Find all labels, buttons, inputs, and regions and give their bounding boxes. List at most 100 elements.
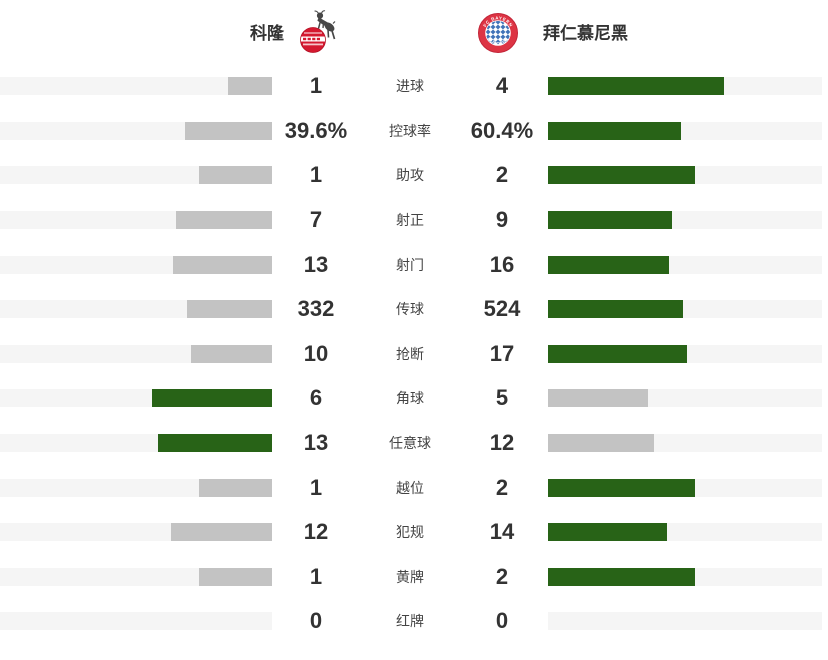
away-stat-value: 9	[495, 206, 509, 232]
away-bar-track	[548, 523, 822, 542]
away-stat-value: 14	[489, 519, 515, 545]
stat-label: 任意球	[389, 435, 431, 451]
away-stat-value: 0	[495, 608, 509, 634]
stat-row: 1 助攻 2	[0, 162, 828, 187]
away-stat-value: 60.4%	[470, 117, 534, 143]
home-team-name: 科隆	[250, 24, 284, 43]
stat-label: 角球	[396, 390, 424, 407]
away-bar-track	[548, 210, 822, 229]
stat-row: 0 红牌 0	[0, 608, 828, 633]
home-bar-track	[0, 434, 272, 452]
away-bar-track	[548, 77, 822, 95]
home-bar-track	[0, 344, 272, 363]
away-stat-value: 5	[495, 385, 509, 411]
home-bar-track	[0, 612, 272, 631]
home-stat-value: 7	[309, 206, 323, 232]
home-bar	[173, 255, 272, 274]
home-bar-track	[0, 300, 272, 319]
stat-label: 黄牌	[396, 568, 424, 585]
bayern-crest-icon: FC BAYERN MÜNCHEN	[478, 13, 518, 53]
stat-label: 抢断	[396, 345, 424, 362]
stat-row: 332 传球 524	[0, 296, 828, 321]
stat-label: 助攻	[396, 167, 424, 184]
stat-row: 13 任意球 12	[0, 430, 828, 455]
stat-row: 10 抢断 17	[0, 341, 828, 366]
stat-row: 7 射正 9	[0, 207, 828, 232]
away-bar	[548, 121, 681, 140]
away-bar-track	[548, 300, 822, 319]
home-bar	[184, 121, 272, 140]
stat-row: 39.6% 控球率 60.4%	[0, 118, 828, 143]
home-stat-value: 1	[309, 474, 323, 500]
home-bar	[198, 567, 272, 586]
away-bar	[548, 166, 695, 185]
stat-label: 进球	[396, 78, 424, 94]
stat-row: 1 越位 2	[0, 475, 828, 500]
koeln-crest-icon	[299, 10, 341, 56]
home-bar-track	[0, 166, 272, 185]
home-bar	[198, 166, 272, 185]
away-bar	[548, 255, 670, 274]
away-bar-track	[548, 255, 822, 274]
home-bar	[175, 210, 272, 229]
away-stat-value: 2	[495, 474, 509, 500]
away-team-name: 拜仁慕尼黑	[543, 24, 628, 43]
home-bar-track	[0, 478, 272, 497]
away-bar	[548, 523, 667, 542]
away-bar	[548, 478, 695, 497]
home-bar	[190, 344, 272, 363]
away-bar-track	[548, 166, 822, 185]
away-stat-value: 17	[489, 340, 515, 366]
stat-row: 12 犯规 14	[0, 519, 828, 544]
away-stat-value: 2	[495, 162, 509, 188]
home-bar	[157, 434, 272, 452]
home-stat-value: 1	[309, 563, 323, 589]
stat-label: 传球	[396, 301, 424, 318]
stat-row: 13 射门 16	[0, 252, 828, 277]
away-bar-track	[548, 344, 822, 363]
home-stat-value: 39.6%	[284, 117, 348, 143]
home-bar	[152, 389, 272, 408]
away-bar-track	[548, 434, 822, 452]
away-bar	[548, 344, 687, 363]
away-stat-value: 16	[489, 251, 515, 277]
stat-label: 红牌	[396, 613, 424, 630]
home-stat-value: 10	[303, 340, 329, 366]
home-stat-value: 13	[303, 430, 329, 455]
away-bar-track	[548, 389, 822, 408]
home-bar	[170, 523, 272, 542]
home-bar	[228, 77, 272, 95]
home-bar-track	[0, 567, 272, 586]
home-bar	[186, 300, 272, 319]
away-bar	[548, 389, 648, 408]
home-bar-track	[0, 210, 272, 229]
away-bar-track	[548, 567, 822, 586]
home-stat-value: 1	[309, 162, 323, 188]
away-stat-value: 524	[483, 296, 521, 322]
home-bar-track	[0, 389, 272, 408]
away-bar	[548, 77, 724, 95]
home-bar-track	[0, 77, 272, 95]
stat-label: 射门	[396, 256, 424, 273]
stat-label: 越位	[396, 479, 424, 496]
away-bar	[548, 434, 654, 452]
away-bar	[548, 300, 683, 319]
home-stat-value: 6	[309, 385, 323, 411]
home-bar	[198, 478, 272, 497]
home-stat-value: 12	[303, 519, 329, 545]
home-stat-value: 13	[303, 251, 329, 277]
away-stat-value: 2	[495, 563, 509, 589]
away-stat-value: 4	[495, 73, 509, 98]
away-bar-track	[548, 612, 822, 631]
away-bar	[548, 210, 672, 229]
stat-row: 1 黄牌 2	[0, 564, 828, 589]
stat-row: 1 进球 4	[0, 73, 828, 98]
home-stat-value: 332	[297, 296, 335, 322]
stat-label: 犯规	[396, 524, 424, 541]
away-bar-track	[548, 121, 822, 140]
home-bar-track	[0, 255, 272, 274]
home-bar-track	[0, 121, 272, 140]
home-bar-track	[0, 523, 272, 542]
away-stat-value: 12	[489, 430, 515, 455]
